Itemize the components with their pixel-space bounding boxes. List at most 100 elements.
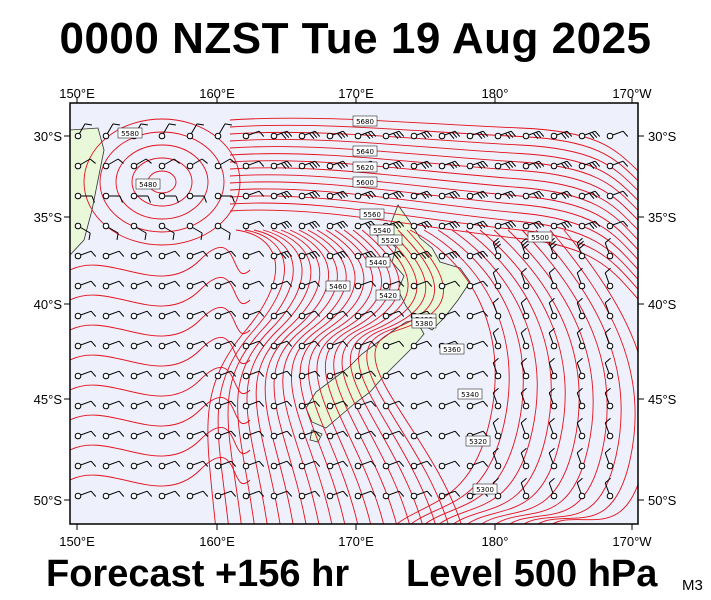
barb-station (355, 403, 361, 409)
barb-station (355, 463, 361, 469)
contour-label: 5680 (353, 116, 377, 126)
barb-station (327, 463, 333, 469)
contour-label: 5340 (458, 389, 482, 399)
contour-label: 5640 (353, 146, 377, 156)
barb-station (523, 433, 529, 439)
barb-station (159, 163, 165, 169)
model-tag: M3 (682, 577, 703, 594)
contour-label: 5320 (466, 436, 490, 446)
barb-station (159, 283, 165, 289)
barb-station (467, 223, 473, 229)
barb-station (579, 163, 585, 169)
barb-station (523, 403, 529, 409)
barb-station (495, 253, 501, 259)
barb-station (607, 463, 613, 469)
barb-station (467, 133, 473, 139)
lon-label-bottom: 160°E (199, 534, 235, 549)
barb-station (467, 313, 473, 319)
barb-station (439, 373, 445, 379)
barb-station (439, 283, 445, 289)
barb-station (327, 403, 333, 409)
barb-station (579, 253, 585, 259)
barb-station (551, 343, 557, 349)
barb-station (131, 253, 137, 259)
barb-station (607, 283, 613, 289)
barb-station (159, 433, 165, 439)
barb-station (327, 133, 333, 139)
barb-station (607, 403, 613, 409)
barb-station (467, 403, 473, 409)
barb-station (411, 403, 417, 409)
barb-station (383, 433, 389, 439)
lon-label-bottom: 170°E (338, 534, 374, 549)
barb-station (383, 193, 389, 199)
barb-station (131, 493, 137, 499)
barb-station (523, 223, 529, 229)
barb-station (523, 253, 529, 259)
barb-station (579, 283, 585, 289)
barb-station (579, 463, 585, 469)
barb-station (327, 163, 333, 169)
barb-station (159, 343, 165, 349)
barb-station (103, 403, 109, 409)
contour-label-text: 5620 (356, 164, 374, 172)
barb-station (131, 403, 137, 409)
barb-station (439, 493, 445, 499)
barb-station (299, 343, 305, 349)
forecast-hour: Forecast +156 hr (46, 553, 349, 596)
contour-label-text: 5360 (443, 346, 461, 354)
barb-station (299, 433, 305, 439)
barb-station (607, 223, 613, 229)
barb-station (439, 433, 445, 439)
barb-station (75, 163, 81, 169)
barb-station (523, 193, 529, 199)
barb-station (411, 193, 417, 199)
barb-station (523, 133, 529, 139)
barb-station (187, 253, 193, 259)
barb-station (159, 193, 165, 199)
barb-station (215, 223, 221, 229)
barb-station (187, 193, 193, 199)
contour-label: 5540 (370, 225, 394, 235)
barb-station (327, 223, 333, 229)
barb-station (243, 433, 249, 439)
barb-station (215, 373, 221, 379)
barb-station (187, 463, 193, 469)
barb-station (383, 373, 389, 379)
barb-station (215, 463, 221, 469)
barb-station (187, 343, 193, 349)
barb-station (299, 223, 305, 229)
contour-label: 5620 (353, 162, 377, 172)
barb-station (103, 133, 109, 139)
barb-station (495, 433, 501, 439)
barb-station (439, 163, 445, 169)
barb-station (243, 373, 249, 379)
barb-station (495, 133, 501, 139)
contour-label: 5500 (528, 232, 552, 242)
contour-label: 5480 (136, 179, 160, 189)
barb-station (355, 373, 361, 379)
barb-station (75, 313, 81, 319)
barb-station (607, 313, 613, 319)
barb-station (579, 313, 585, 319)
barb-station (271, 343, 277, 349)
contour-label: 5460 (326, 281, 350, 291)
barb-station (215, 343, 221, 349)
barb-station (131, 463, 137, 469)
lon-label-bottom: 170°W (612, 534, 652, 549)
barb-station (439, 133, 445, 139)
barb-station (159, 493, 165, 499)
contour-label-text: 5420 (379, 292, 397, 300)
barb-station (299, 403, 305, 409)
barb-station (75, 463, 81, 469)
barb-station (523, 343, 529, 349)
barb-station (103, 193, 109, 199)
barb-station (159, 463, 165, 469)
barb-station (131, 283, 137, 289)
contour-label-text: 5520 (381, 237, 399, 245)
barb-station (271, 283, 277, 289)
barb-station (75, 433, 81, 439)
barb-station (327, 253, 333, 259)
barb-station (551, 133, 557, 139)
